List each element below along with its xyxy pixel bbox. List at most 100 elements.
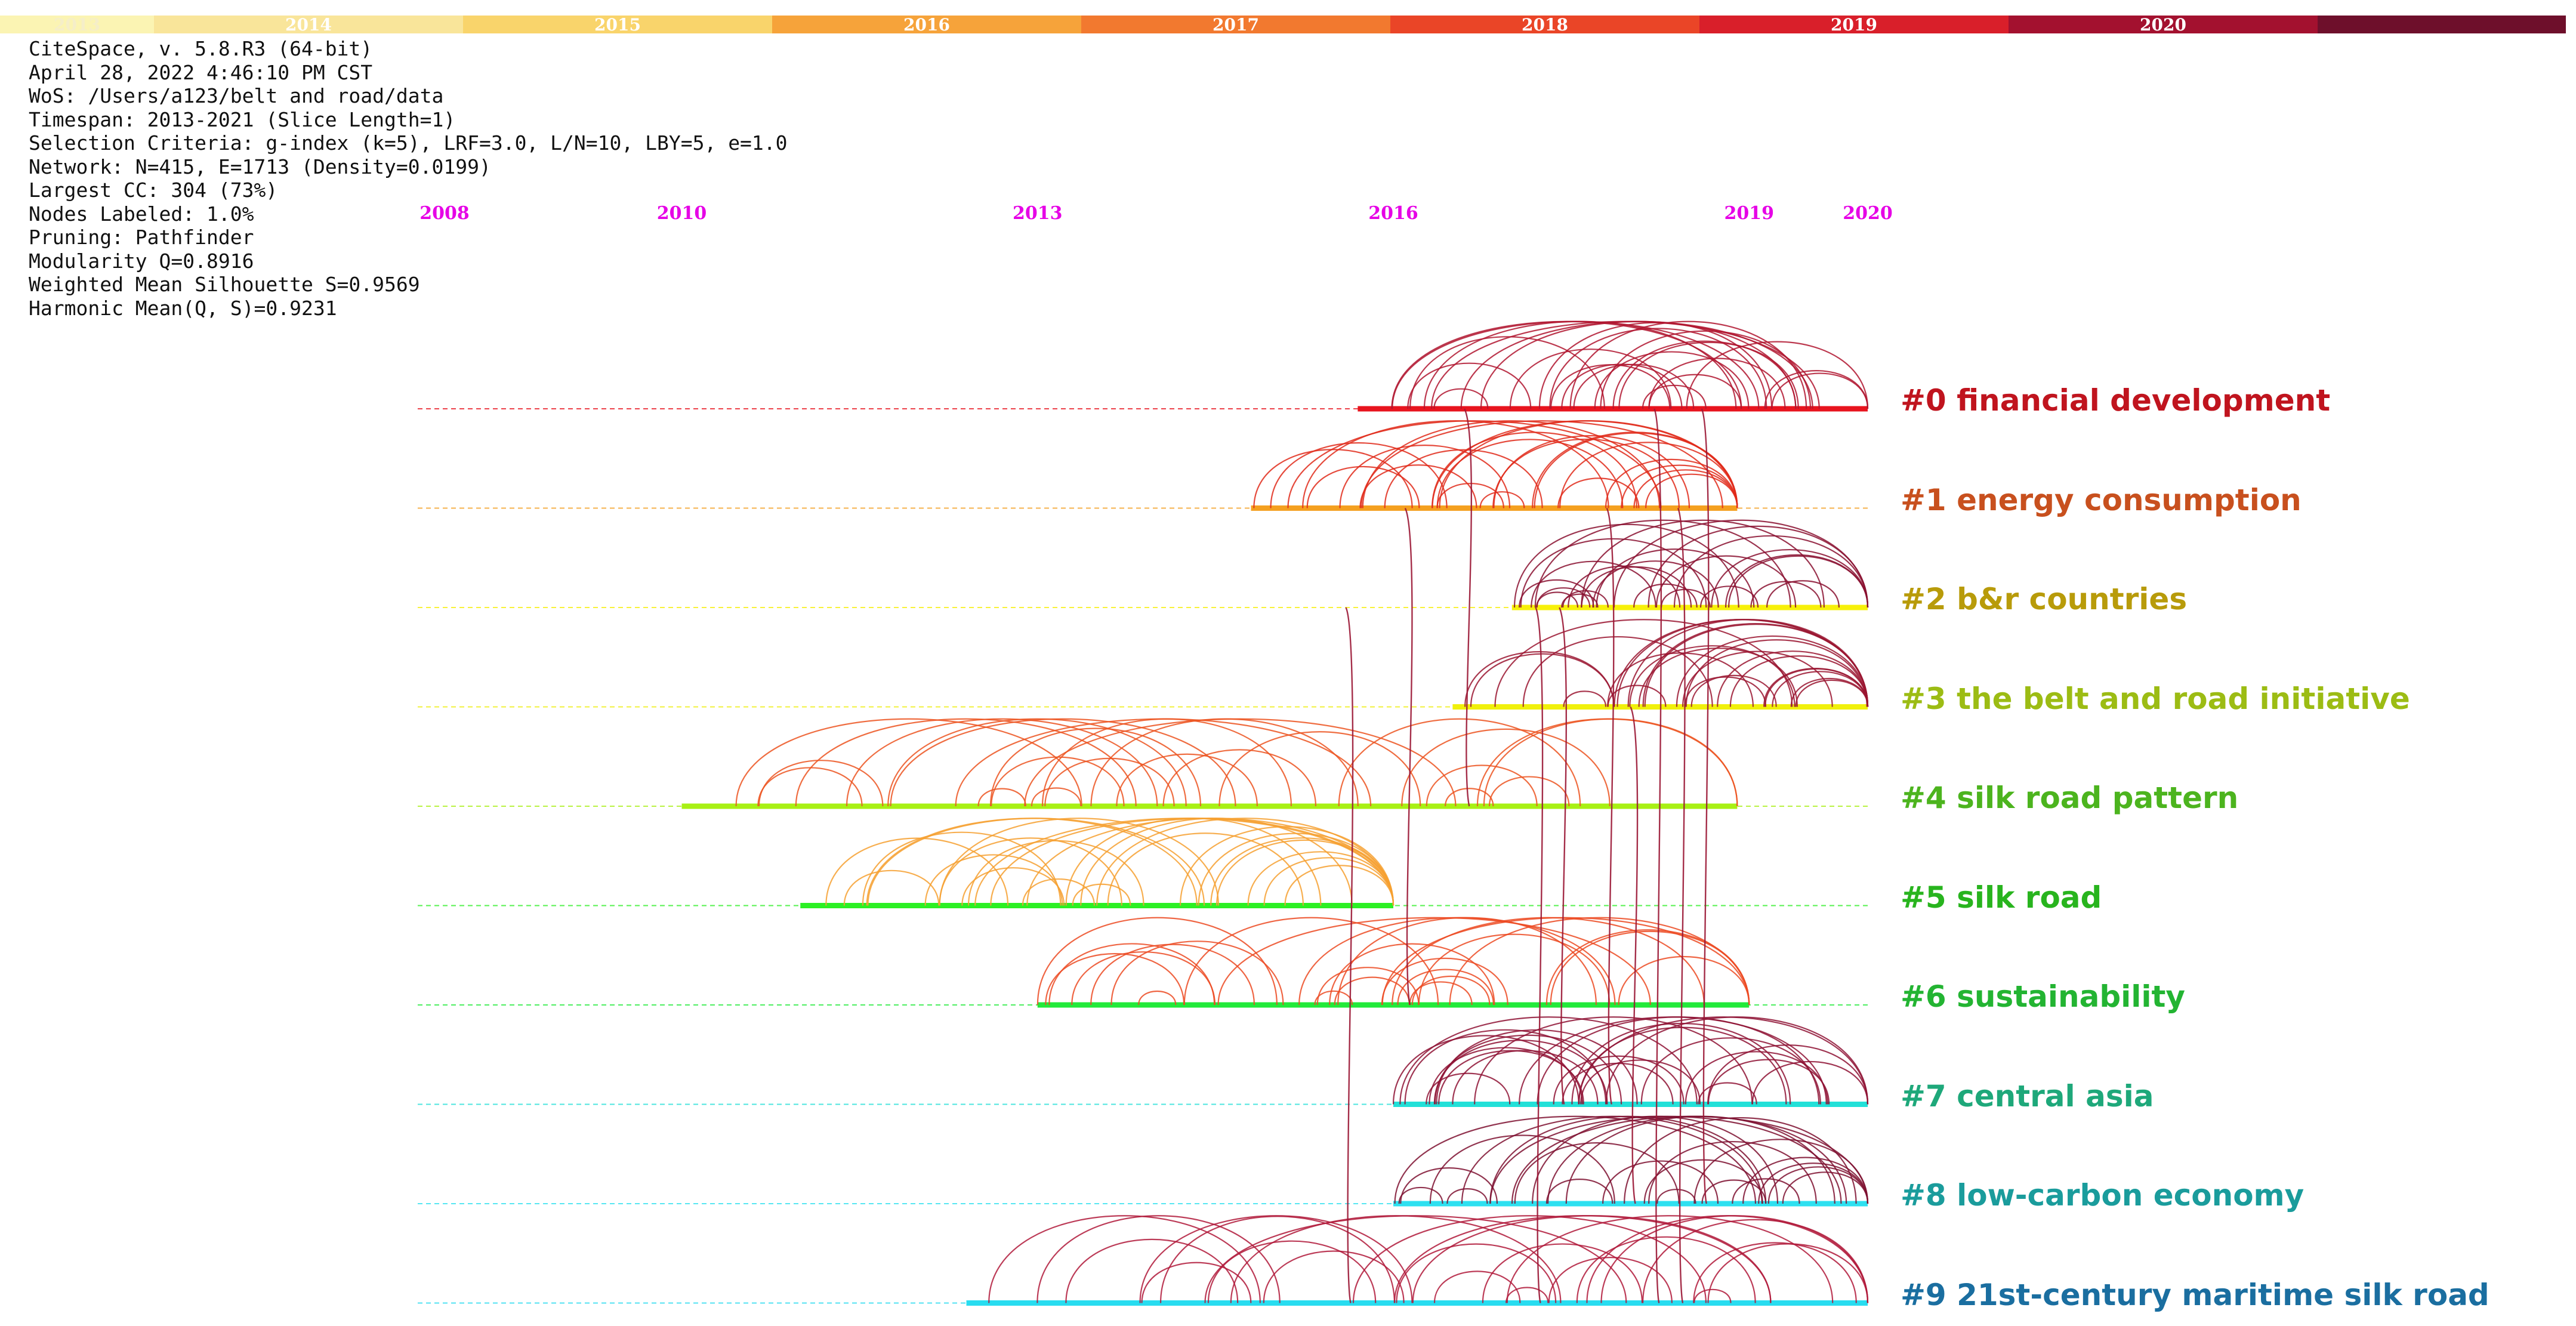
inter-cluster-link	[1701, 408, 1710, 1204]
cluster-label[interactable]: #0 financial development	[1901, 383, 2331, 418]
citation-arc	[1562, 1062, 1674, 1105]
info-line: Harmonic Mean(Q, S)=0.9231	[29, 296, 337, 320]
citation-arc	[1493, 435, 1690, 508]
citation-arc	[1511, 1115, 1869, 1204]
citation-arc	[1764, 668, 1869, 707]
timeline-year-label: 2008	[419, 203, 470, 224]
citation-arc	[1711, 549, 1869, 608]
cluster-label[interactable]: #3 the belt and road initiative	[1901, 681, 2410, 716]
citation-arc	[1656, 1189, 1696, 1204]
citation-arc	[1488, 776, 1570, 807]
citation-arc	[1183, 917, 1439, 1006]
citation-arc	[867, 818, 1205, 906]
citation-arc	[1426, 764, 1538, 807]
citation-arc	[1767, 1166, 1869, 1204]
color-scale-year-label: 2017	[1213, 14, 1259, 35]
citation-arc	[1361, 420, 1723, 508]
inter-cluster-link	[1464, 408, 1473, 807]
color-scale-segment: 2016	[772, 15, 1081, 35]
citation-arc	[866, 818, 1198, 906]
citation-arc	[1407, 362, 1532, 409]
citation-arc	[1263, 1250, 1405, 1303]
inter-cluster-link	[1606, 507, 1615, 1105]
citation-arc	[1398, 1187, 1443, 1204]
citation-arc	[1648, 1140, 1817, 1204]
info-line: Pruning: Pathfinder	[29, 226, 254, 249]
citation-arc	[1329, 943, 1495, 1006]
citation-arc	[735, 718, 1082, 807]
citation-arc	[1536, 587, 1591, 608]
citation-arc	[1782, 1171, 1869, 1204]
citation-arc	[1640, 1037, 1821, 1105]
citation-arc	[1707, 1243, 1869, 1303]
timeline-year-axis: 2008 2010 2013 2016 2019 2020	[0, 203, 2576, 229]
color-scale-segment: 2019	[1699, 15, 2009, 35]
cluster-label[interactable]: #4 silk road pattern	[1901, 781, 2239, 815]
citation-arc	[1506, 1215, 1834, 1303]
citation-arc	[1411, 976, 1491, 1006]
citation-arc	[1065, 818, 1322, 906]
citation-arc	[795, 718, 1137, 807]
citation-arc	[1179, 826, 1395, 906]
inter-cluster-link	[1345, 607, 1354, 1303]
citation-arc	[1648, 357, 1786, 409]
citation-arc	[1396, 1243, 1557, 1303]
timeline-year-label: 2010	[656, 203, 707, 224]
citation-arc	[1072, 883, 1131, 906]
citation-arc	[1771, 372, 1869, 409]
color-scale-segment: 2017	[1081, 14, 1390, 35]
info-line: Selection Criteria: g-index (k=5), LRF=3…	[29, 131, 788, 155]
citation-arc	[1655, 555, 1797, 608]
citation-arc	[1284, 865, 1395, 906]
info-line: WoS: /Users/a123/belt and road/data	[29, 84, 444, 107]
citation-arc	[887, 718, 1187, 807]
citation-arc	[1621, 464, 1738, 508]
citation-arc	[1107, 832, 1304, 906]
cluster-label[interactable]: #5 silk road	[1901, 880, 2102, 915]
citation-arc	[1210, 837, 1395, 906]
citation-arc	[1568, 565, 1681, 608]
citation-arc	[1460, 320, 1813, 409]
citation-arc	[1751, 1060, 1869, 1105]
cluster-label[interactable]: #8 low-carbon economy	[1901, 1178, 2304, 1213]
citation-arc	[1334, 976, 1411, 1006]
citation-arc	[1676, 635, 1869, 707]
cluster-label[interactable]: #2 b&r countries	[1901, 582, 2188, 616]
cluster-label[interactable]: #1 energy consumption	[1901, 482, 2302, 517]
citation-arc	[1044, 757, 1175, 807]
citation-arc	[1728, 555, 1869, 608]
citation-arc	[1545, 929, 1750, 1006]
inter-cluster-link	[1677, 507, 1686, 1303]
citation-arc	[1509, 349, 1672, 409]
citation-arc	[1682, 650, 1833, 707]
citation-arc	[1548, 1257, 1673, 1303]
citation-arc	[1401, 728, 1611, 807]
citation-arc	[1215, 839, 1395, 906]
timeline-year-label: 2016	[1368, 203, 1418, 224]
color-scale-segment: 2020	[2009, 15, 2318, 35]
citation-arc	[1110, 940, 1284, 1006]
info-line: CiteSpace, v. 5.8.R3 (64-bit)	[29, 37, 373, 60]
citation-arc	[990, 818, 1395, 906]
timeline-year-label: 2019	[1724, 203, 1775, 224]
citation-arc	[1162, 749, 1317, 807]
citation-arc	[1618, 341, 1799, 409]
color-scale-segment: 2018	[1390, 15, 1699, 35]
citation-arc	[1633, 469, 1738, 508]
citation-arc	[1433, 388, 1489, 409]
citation-arc	[1391, 320, 1742, 409]
cluster-label[interactable]: #9 21st-century maritime silk road	[1901, 1277, 2489, 1312]
citation-arc	[1618, 956, 1750, 1006]
citation-arc	[1707, 1044, 1869, 1105]
citation-arc	[1138, 990, 1177, 1006]
citation-arc	[1263, 857, 1395, 906]
cluster-label[interactable]: #7 central asia	[1901, 1078, 2154, 1114]
cluster-label[interactable]: #6 sustainability	[1901, 979, 2186, 1014]
citation-arc	[1399, 1016, 1698, 1105]
citation-arc	[1116, 753, 1258, 807]
citation-arc	[1557, 477, 1640, 508]
citation-arc	[1537, 1016, 1820, 1105]
inter-cluster-link	[1653, 408, 1662, 1303]
citation-arc	[1024, 718, 1457, 807]
